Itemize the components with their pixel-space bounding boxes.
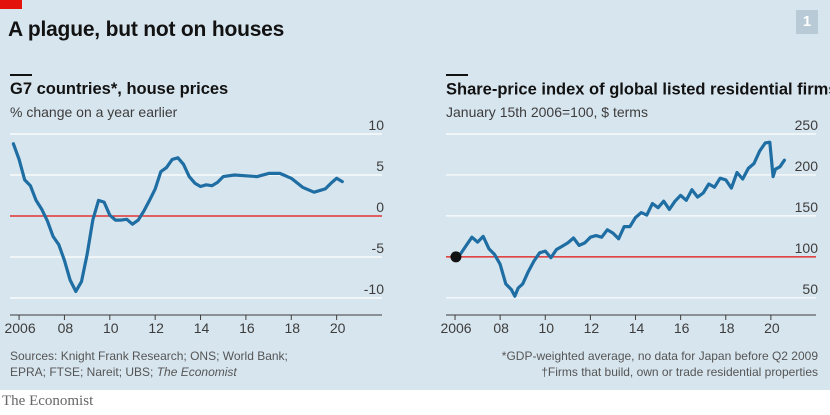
left-chart-x-tick-label: 20	[330, 320, 346, 336]
left-chart-y-tick-label: 10	[368, 120, 384, 133]
footnotes: *GDP-weighted average, no data for Japan…	[502, 348, 818, 380]
left-line-chart: 10 5 0 -5 -10 2006 08 10 12 14 16 18 20	[4, 120, 385, 336]
left-chart-x-tick-label: 2006	[4, 320, 35, 336]
right-chart-y-tick-label: 100	[795, 240, 819, 256]
right-chart-y-tick-label: 150	[795, 199, 819, 215]
right-chart-x-tick-label: 14	[629, 320, 645, 336]
right-chart-subtitle: January 15th 2006=100, $ terms	[446, 104, 648, 120]
right-chart-y-tick-label: 200	[795, 158, 819, 174]
left-chart-subtitle: % change on a year earlier	[10, 104, 178, 120]
left-chart-y-tick-label: -10	[364, 281, 384, 297]
right-title-rule	[446, 74, 468, 76]
right-chart-x-tick-label: 12	[584, 320, 600, 336]
right-chart-y-tick-label: 250	[795, 120, 819, 133]
left-chart-title: G7 countries*, house prices	[10, 80, 229, 98]
right-chart-base-point	[450, 251, 462, 263]
brand-tag	[0, 0, 22, 9]
left-chart-y-tick-label: 0	[376, 199, 384, 215]
right-chart-series-line	[454, 140, 786, 298]
right-chart-x-tick-label: 20	[764, 320, 780, 336]
right-chart-y-tick-label: 50	[802, 281, 818, 297]
right-chart-title: Share-price index of global listed resid…	[446, 80, 830, 100]
sources-note: Sources: Knight Frank Research; ONS; Wor…	[10, 348, 288, 380]
page-title: A plague, but not on houses	[8, 18, 285, 41]
left-chart-y-tick-label: 5	[376, 158, 384, 174]
right-chart-x-tick-label: 2006	[440, 320, 471, 336]
left-chart-series-line	[11, 142, 344, 293]
right-chart-title-text: Share-price index of global listed resid…	[446, 80, 830, 99]
footnote-firms: †Firms that build, own or trade resident…	[541, 365, 818, 379]
right-chart-x-tick-label: 08	[493, 320, 509, 336]
right-chart-x-tick-label: 10	[538, 320, 554, 336]
sources-line-2-text: EPRA; FTSE; Nareit; UBS;	[10, 365, 154, 379]
right-chart-x-tick-label: 16	[674, 320, 690, 336]
left-chart-x-tick-label: 16	[239, 320, 255, 336]
economist-logo-text: The Economist	[2, 393, 94, 409]
right-line-chart: 250 200 150 100 50 2006 08 10 12 14 16 18 20	[440, 120, 819, 336]
left-chart-x-tick-label: 12	[148, 320, 164, 336]
sources-economist: The Economist	[156, 365, 237, 379]
left-title-rule	[10, 74, 32, 76]
footnote-gdp-weighted: *GDP-weighted average, no data for Japan…	[501, 349, 818, 363]
figure-number-badge: 1	[796, 10, 818, 34]
left-chart-x-tick-label: 18	[284, 320, 300, 336]
left-chart-x-tick-label: 14	[194, 320, 210, 336]
left-chart-y-tick-label: -5	[372, 240, 385, 256]
left-chart-x-tick-label: 08	[58, 320, 74, 336]
footer: The Economist	[0, 390, 830, 415]
right-chart-x-tick-label: 18	[719, 320, 735, 336]
left-chart-x-tick-label: 10	[103, 320, 119, 336]
sources-line-1: Sources: Knight Frank Research; ONS; Wor…	[10, 349, 288, 363]
sources-line-2: EPRA; FTSE; Nareit; UBS; The Economist	[10, 364, 288, 380]
